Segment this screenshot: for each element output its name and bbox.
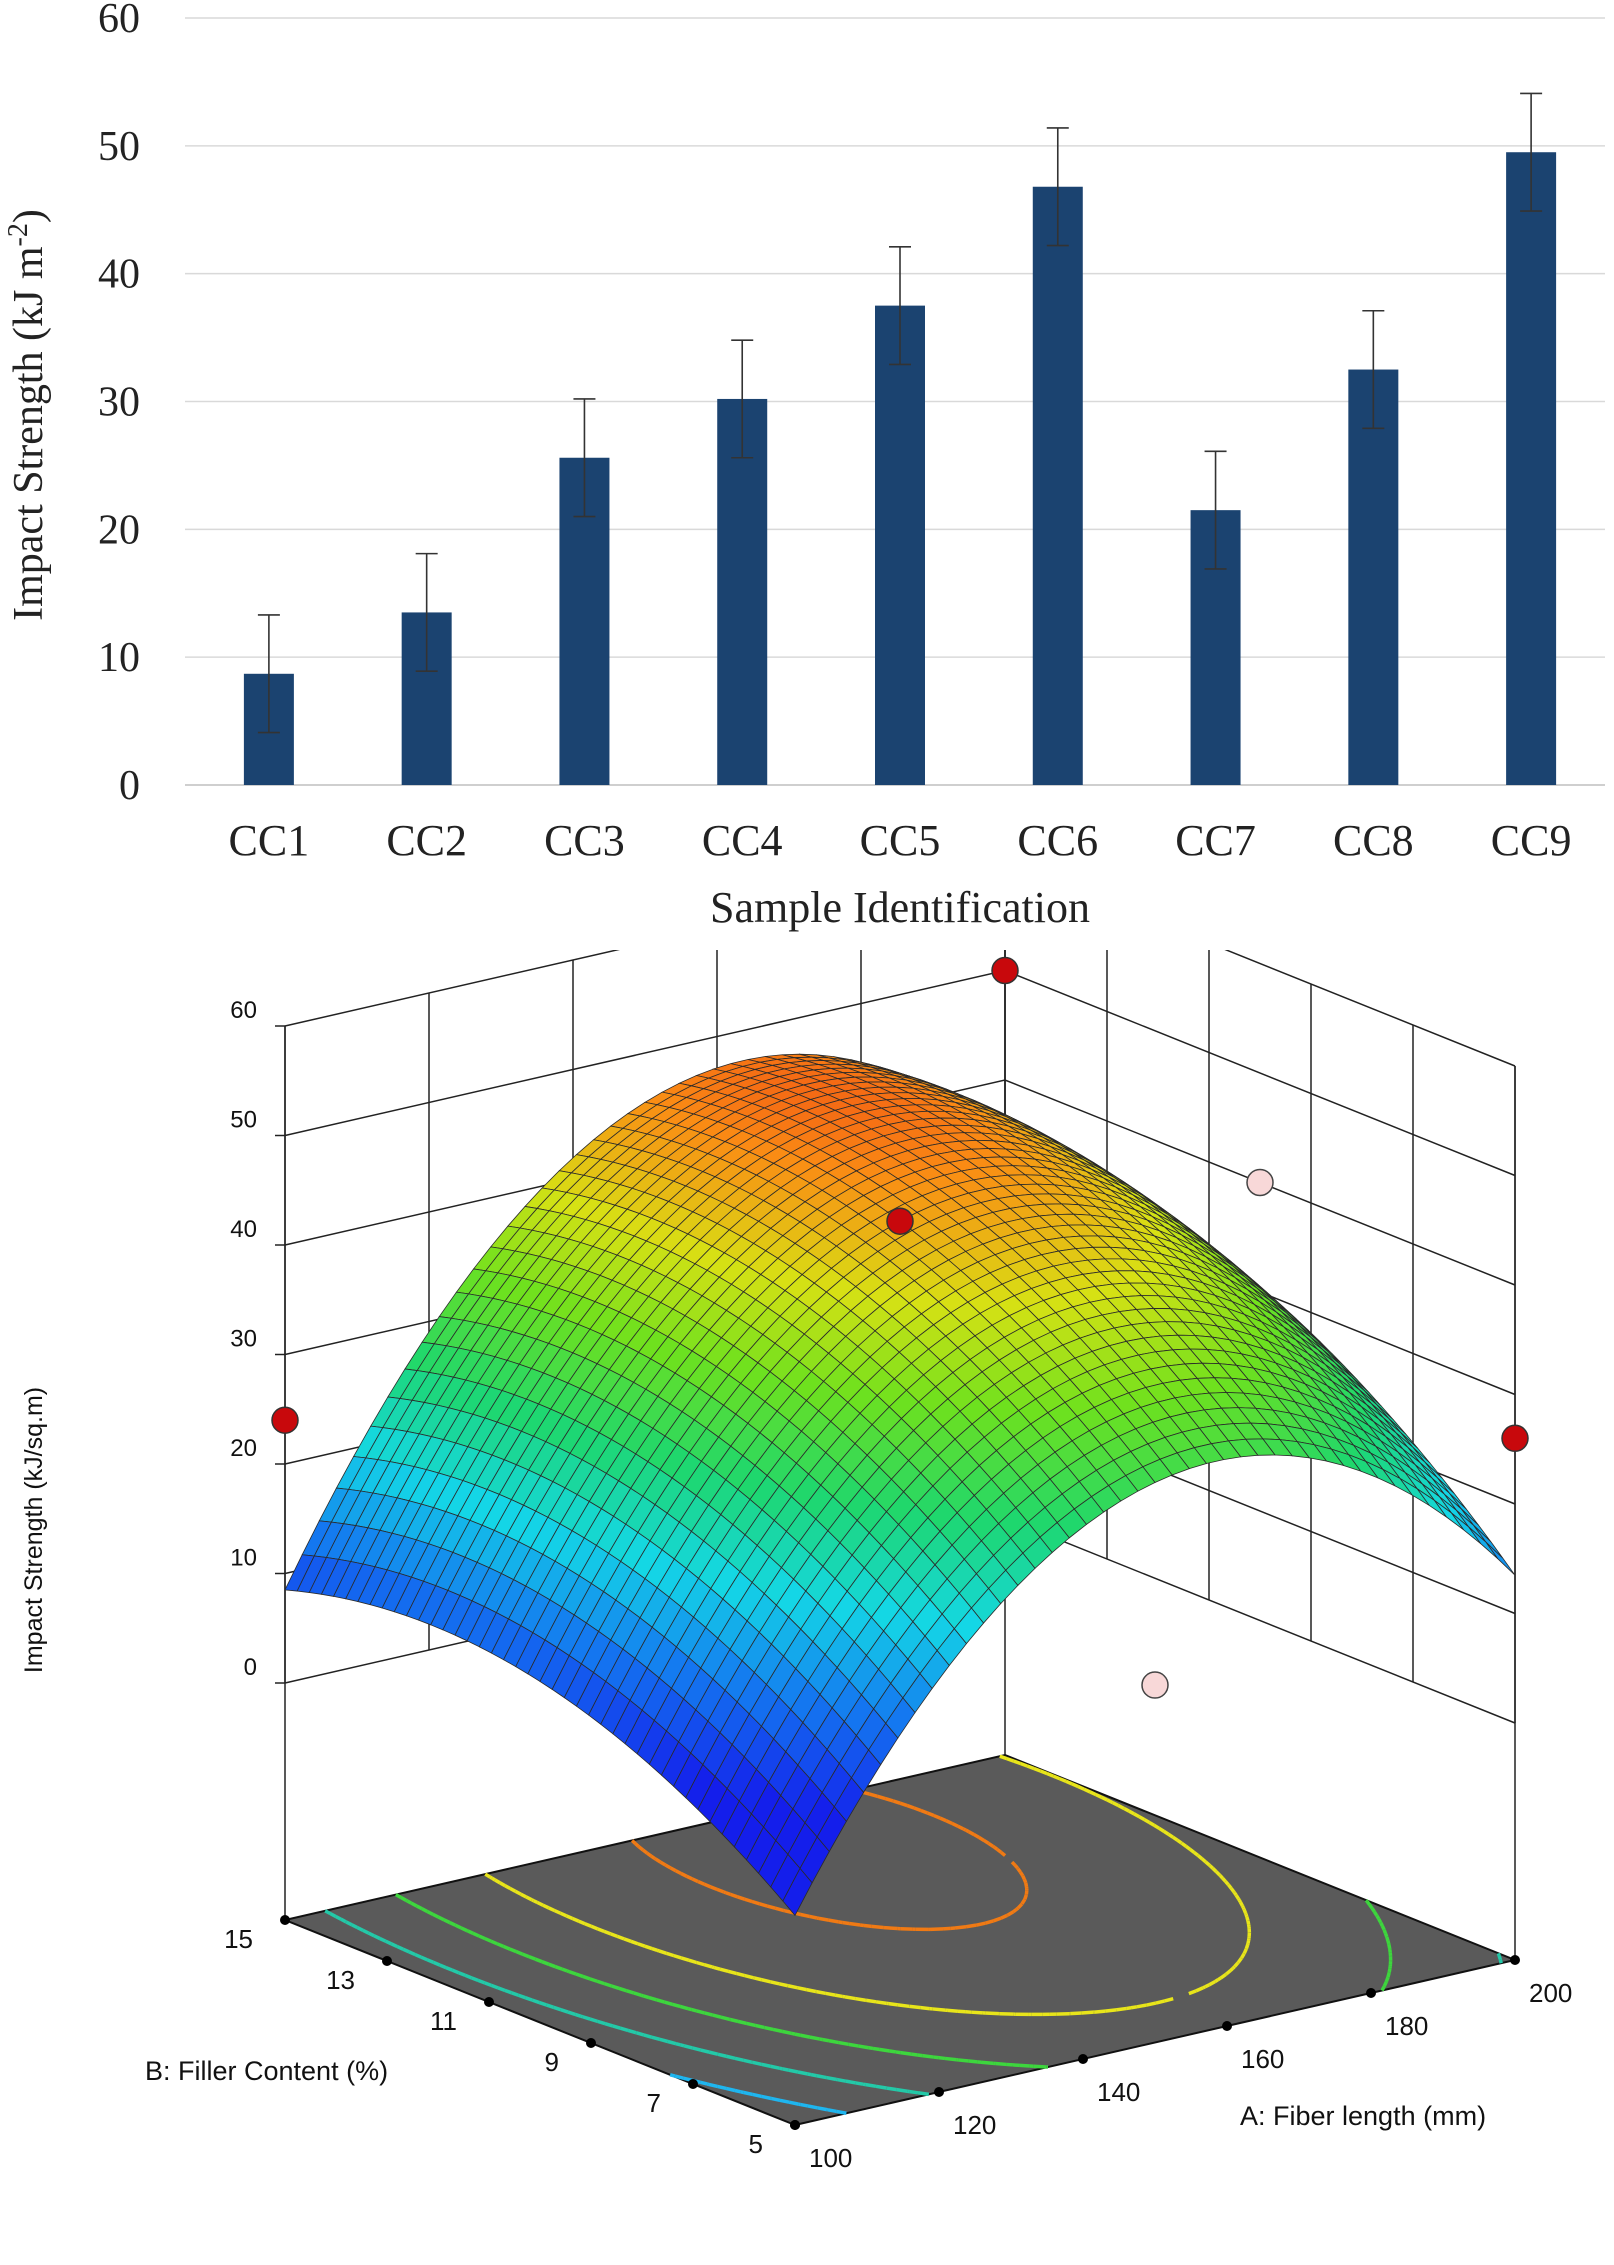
z-gridline [284, 950, 1516, 1067]
bar-chart: 0 10 20 30 40 50 60 CC1 CC2 CC3 CC4 CC5 CC6 CC7 CC8 CC9… [3, 0, 1605, 932]
y-tick-dot [586, 2038, 596, 2048]
y-tick-dot [280, 1915, 290, 1925]
design-point-below [1141, 1671, 1169, 1699]
error-bar [1204, 450, 1227, 570]
design-point-above [271, 1406, 299, 1434]
bar-cc6 [1032, 186, 1083, 786]
y-tick-label: 15 [224, 1924, 253, 1954]
bar-cc4 [717, 398, 768, 785]
x-tick-label: CC9 [1491, 816, 1572, 865]
x-tick-dot [1366, 1988, 1376, 1998]
z-tick-label: 50 [230, 1107, 257, 1134]
x-tick-label: 160 [1241, 2044, 1284, 2074]
x-tick-label: CC4 [702, 816, 783, 865]
y-tick-label: 5 [749, 2129, 763, 2159]
y-tick-label: 11 [430, 2006, 457, 2036]
error-bar [1362, 309, 1385, 430]
z-tick-label: 30 [230, 1326, 257, 1353]
y-tick-label: 20 [98, 507, 140, 553]
y-tick-label: 0 [119, 763, 140, 809]
z-tick-label: 20 [230, 1435, 257, 1462]
error-bar [415, 552, 438, 673]
error-bar [573, 398, 596, 518]
x-tick-label: CC6 [1017, 816, 1098, 865]
x-tick-label: 140 [1097, 2077, 1140, 2107]
x-tick-dot [1078, 2054, 1088, 2064]
y-tick-dot [382, 1956, 392, 1966]
y-tick-dot [688, 2079, 698, 2089]
error-bar [1046, 127, 1069, 247]
floor-contour [630, 1788, 1029, 1932]
x-tick-label: 100 [809, 2143, 852, 2173]
x-tick-label: CC5 [860, 816, 941, 865]
x-tick-label: CC3 [544, 816, 625, 865]
y-axis-label: Impact Strength (kJ m-2) [3, 209, 53, 621]
y-tick-label: 60 [98, 0, 140, 42]
floor-contour [394, 1893, 1393, 2069]
y-axis-label: B: Filler Content (%) [145, 2056, 388, 2086]
floor-contour [484, 1754, 1252, 2017]
bar-cc5 [875, 305, 925, 785]
z-tick-label: 60 [230, 997, 257, 1024]
surface-chart: 0 10 20 30 40 50 60 Impact Strength (kJ/sq.m) 10… [20, 950, 1572, 2173]
z-tick-label: 0 [244, 1654, 257, 1681]
design-point-above [991, 956, 1019, 985]
error-bar [731, 339, 754, 459]
error-bar [1520, 92, 1543, 212]
design-point-above [1501, 1424, 1529, 1453]
y-tick-label: 10 [98, 635, 140, 681]
response-surface [284, 1053, 1516, 1917]
x-tick-label: CC1 [229, 816, 310, 865]
y-tick-label: 50 [98, 124, 140, 170]
design-point-above [886, 1207, 914, 1235]
y-tick-dot [790, 2120, 800, 2130]
x-axis-label: Sample Identification [710, 883, 1090, 932]
design-point-below [1246, 1168, 1274, 1197]
x-tick-label: 180 [1385, 2011, 1428, 2041]
x-tick-label: 120 [953, 2110, 996, 2140]
z-axis-label: Impact Strength (kJ/sq.m) [20, 1387, 48, 1673]
y-tick-label: 30 [98, 380, 140, 426]
z-tick-label: 40 [230, 1216, 257, 1243]
bar-cc8 [1348, 369, 1399, 785]
x-tick-dot [934, 2087, 944, 2097]
bar-cc9 [1506, 152, 1557, 786]
y-tick-label: 7 [647, 2088, 661, 2118]
floor-plane [281, 1753, 1519, 2127]
x-tick-label: CC2 [386, 816, 467, 865]
x-tick-dot [1222, 2021, 1232, 2031]
x-tick-label: 200 [1529, 1978, 1572, 2008]
x-axis-label: A: Fiber length (mm) [1240, 2101, 1486, 2131]
x-tick-dot [1510, 1955, 1520, 1965]
y-tick-label: 9 [545, 2047, 559, 2077]
floor-contour [324, 1909, 1503, 2097]
y-tick-label: 13 [326, 1965, 355, 1995]
z-tick-label: 10 [230, 1545, 257, 1572]
error-bar [889, 246, 911, 366]
x-tick-label: CC8 [1333, 816, 1414, 865]
y-tick-label: 40 [98, 252, 140, 298]
y-tick-dot [484, 1997, 494, 2007]
error-bar [257, 614, 280, 734]
x-tick-label: CC7 [1175, 816, 1256, 865]
